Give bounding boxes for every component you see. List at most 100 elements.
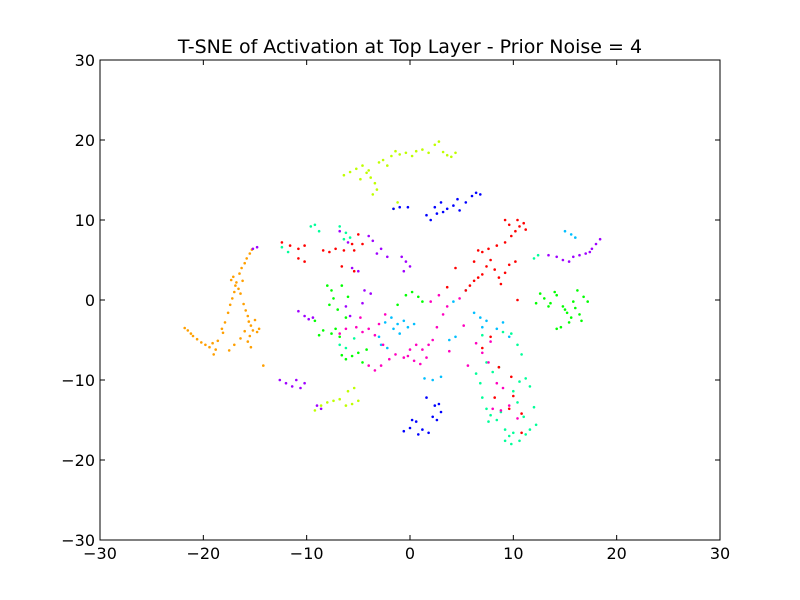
data-point (499, 409, 503, 412)
y-tick-label: 10 (75, 211, 95, 230)
data-point (406, 205, 410, 209)
data-point (398, 153, 402, 156)
data-point (367, 234, 371, 238)
data-point (257, 327, 261, 331)
data-point (534, 423, 538, 427)
data-point (280, 245, 284, 249)
data-point (468, 284, 472, 287)
data-point (569, 233, 573, 236)
data-point (321, 249, 325, 252)
data-point (528, 428, 532, 431)
data-point (429, 300, 433, 303)
data-point (303, 314, 306, 318)
data-point (448, 349, 451, 353)
data-point (572, 300, 575, 303)
data-point (501, 321, 505, 324)
data-point (481, 250, 484, 254)
data-point (352, 337, 356, 340)
data-point (489, 413, 492, 417)
data-point (365, 348, 368, 351)
data-point (547, 253, 550, 257)
data-point (445, 305, 449, 308)
data-point (445, 285, 449, 289)
data-point (338, 225, 342, 228)
data-point (315, 404, 319, 407)
data-point (211, 341, 214, 345)
data-point (400, 255, 404, 259)
data-point (532, 405, 536, 409)
data-point (524, 228, 527, 231)
data-point (524, 433, 527, 436)
data-point (431, 378, 435, 382)
data-point (452, 204, 455, 207)
data-point (381, 158, 385, 162)
data-point (352, 269, 356, 273)
data-point (412, 322, 416, 326)
data-point (427, 431, 430, 435)
data-point (574, 236, 577, 239)
data-point (485, 319, 488, 323)
data-point (392, 327, 395, 331)
data-point (227, 349, 231, 352)
data-point (479, 193, 482, 196)
data-point (344, 357, 348, 361)
data-point (402, 429, 406, 433)
data-point (408, 348, 412, 351)
data-point (516, 417, 519, 420)
data-point (231, 297, 234, 300)
data-point (350, 402, 354, 406)
data-point (386, 346, 389, 350)
data-point (543, 297, 546, 300)
data-point (417, 295, 420, 299)
data-point (462, 324, 466, 327)
data-point (251, 329, 255, 332)
data-point (495, 381, 499, 385)
data-point (390, 154, 393, 158)
data-point (373, 333, 377, 337)
data-point (441, 150, 445, 154)
data-point (398, 332, 402, 335)
data-point (232, 275, 235, 279)
x-tick-label: −30 (83, 544, 117, 563)
data-point (383, 313, 387, 316)
data-point (191, 334, 195, 338)
axis-ticks (99, 59, 721, 541)
data-point (481, 351, 484, 355)
data-point (408, 426, 412, 430)
data-point (474, 372, 478, 375)
data-point (332, 399, 335, 403)
data-point (338, 343, 342, 347)
data-point (243, 261, 246, 265)
data-point (240, 266, 243, 270)
data-point (421, 348, 424, 351)
data-point (346, 389, 350, 393)
data-point (497, 365, 501, 369)
data-point (431, 415, 435, 419)
data-point (510, 442, 513, 446)
data-point (311, 316, 315, 319)
data-point (326, 401, 329, 404)
data-point (516, 343, 519, 347)
data-point (373, 181, 377, 185)
data-point (241, 279, 244, 283)
data-point (342, 249, 346, 252)
data-point (396, 303, 399, 307)
data-point (493, 396, 497, 399)
data-point (340, 265, 344, 268)
data-point (437, 402, 441, 406)
data-point (233, 343, 236, 347)
data-point (487, 361, 490, 364)
data-point (361, 301, 364, 305)
y-tick-label: −20 (61, 451, 95, 470)
data-point (491, 370, 495, 374)
data-point (365, 171, 368, 175)
data-point (330, 289, 333, 292)
data-point (464, 201, 468, 204)
data-point (255, 245, 259, 249)
data-point (476, 276, 480, 279)
data-point (238, 272, 241, 275)
data-point (522, 415, 525, 419)
data-point (423, 377, 426, 380)
